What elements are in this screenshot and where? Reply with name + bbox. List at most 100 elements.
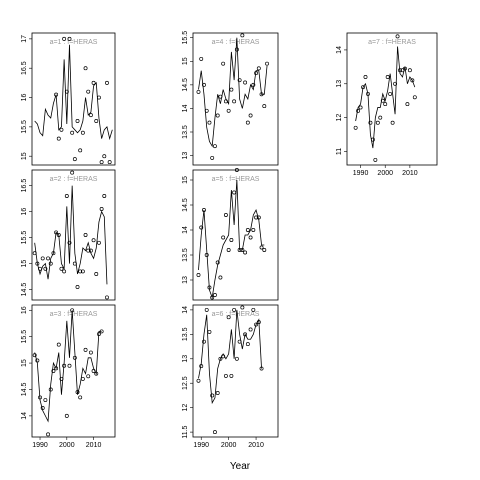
y-tick-label: 13.5 [182,327,189,341]
panel-title: a=5 : f=HERAS [212,176,260,183]
data-point [358,105,363,110]
data-point [78,148,83,153]
panel-frame [346,32,438,166]
y-tick-label: 13 [182,355,189,363]
data-point [375,120,380,125]
data-point [86,374,91,379]
data-point [99,160,104,165]
data-point [262,104,267,109]
data-point [46,432,51,437]
data-point [64,413,69,418]
data-point [262,248,267,252]
y-tick-label: 16.5 [21,61,28,75]
x-tick-label: 2000 [377,170,393,177]
data-point [70,130,75,135]
data-point [393,81,398,86]
data-point [256,66,261,71]
data-point [43,398,48,402]
y-tick-label: 14 [182,104,189,112]
data-point [412,95,417,100]
y-tick-label: 16 [21,208,28,216]
data-point [56,342,61,347]
data-point [207,120,212,125]
panel-title: a=7 : f=HERAS [368,39,416,46]
data-point [72,157,77,162]
panel-frame [192,32,279,166]
data-point [88,113,93,118]
x-axis-label: Year [230,461,251,472]
x-tick-label: 2010 [248,442,264,449]
data-point [378,115,383,120]
data-point [243,250,248,255]
y-tick-label: 15 [21,359,28,367]
data-point [107,160,112,165]
data-point [232,307,237,312]
x-tick-label: 1990 [353,170,369,177]
data-point [368,120,373,125]
panel-title: a=4 : f=HERAS [212,39,260,46]
data-point [254,322,259,327]
data-point [234,47,239,52]
panel-frame [31,169,116,301]
data-point [212,144,217,149]
data-point [390,120,395,125]
data-point [94,119,99,123]
data-point [70,170,75,175]
data-point [86,89,91,94]
data-point [221,61,226,66]
y-tick-label: 13 [182,152,189,160]
data-point [207,329,212,334]
data-point [218,356,223,361]
data-point [94,272,99,276]
data-point [83,233,88,237]
y-tick-label: 15.5 [21,120,28,134]
data-point [64,194,69,198]
fitted-line [34,44,113,141]
data-point [407,68,412,73]
data-point [202,339,206,344]
data-point [91,238,96,243]
y-tick-label: 13 [182,276,189,284]
data-point [234,168,239,172]
panel-title: a=3 : f=HERAS [50,311,98,318]
data-point [210,393,215,398]
data-point [218,275,223,280]
y-tick-label: 12.5 [182,376,189,390]
y-tick-label: 14 [182,306,189,314]
data-point [199,56,204,61]
y-tick-label: 15.5 [21,330,28,344]
data-point [48,261,53,266]
data-point [232,190,237,195]
data-point [223,373,228,378]
y-tick-label: 14.5 [21,283,28,297]
y-tick-label: 16.5 [21,179,28,193]
data-point [83,347,88,352]
fitted-line [198,37,268,148]
y-tick-label: 15 [21,152,28,160]
data-point [56,136,61,141]
data-point [410,78,415,83]
panel-title: a=6 : f=HERAS [212,311,260,318]
data-point [363,75,368,79]
fitted-line [34,310,102,423]
x-tick-label: 1990 [32,442,48,449]
data-point [388,91,393,96]
data-point [229,238,234,242]
y-tick-label: 15.5 [182,31,189,45]
data-point [226,248,231,252]
y-tick-label: 14.5 [21,383,28,397]
data-point [248,113,253,118]
data-point [212,293,217,297]
data-point [265,61,269,66]
y-tick-label: 13.5 [182,125,189,139]
y-tick-label: 16 [21,94,28,102]
fitted-line [355,46,416,149]
data-point [210,155,215,160]
panel-title: a=2 : f=HERAS [50,176,98,183]
data-point [259,245,264,250]
data-point [78,395,83,400]
data-point [251,228,256,232]
data-point [80,376,85,381]
data-point [67,36,72,41]
